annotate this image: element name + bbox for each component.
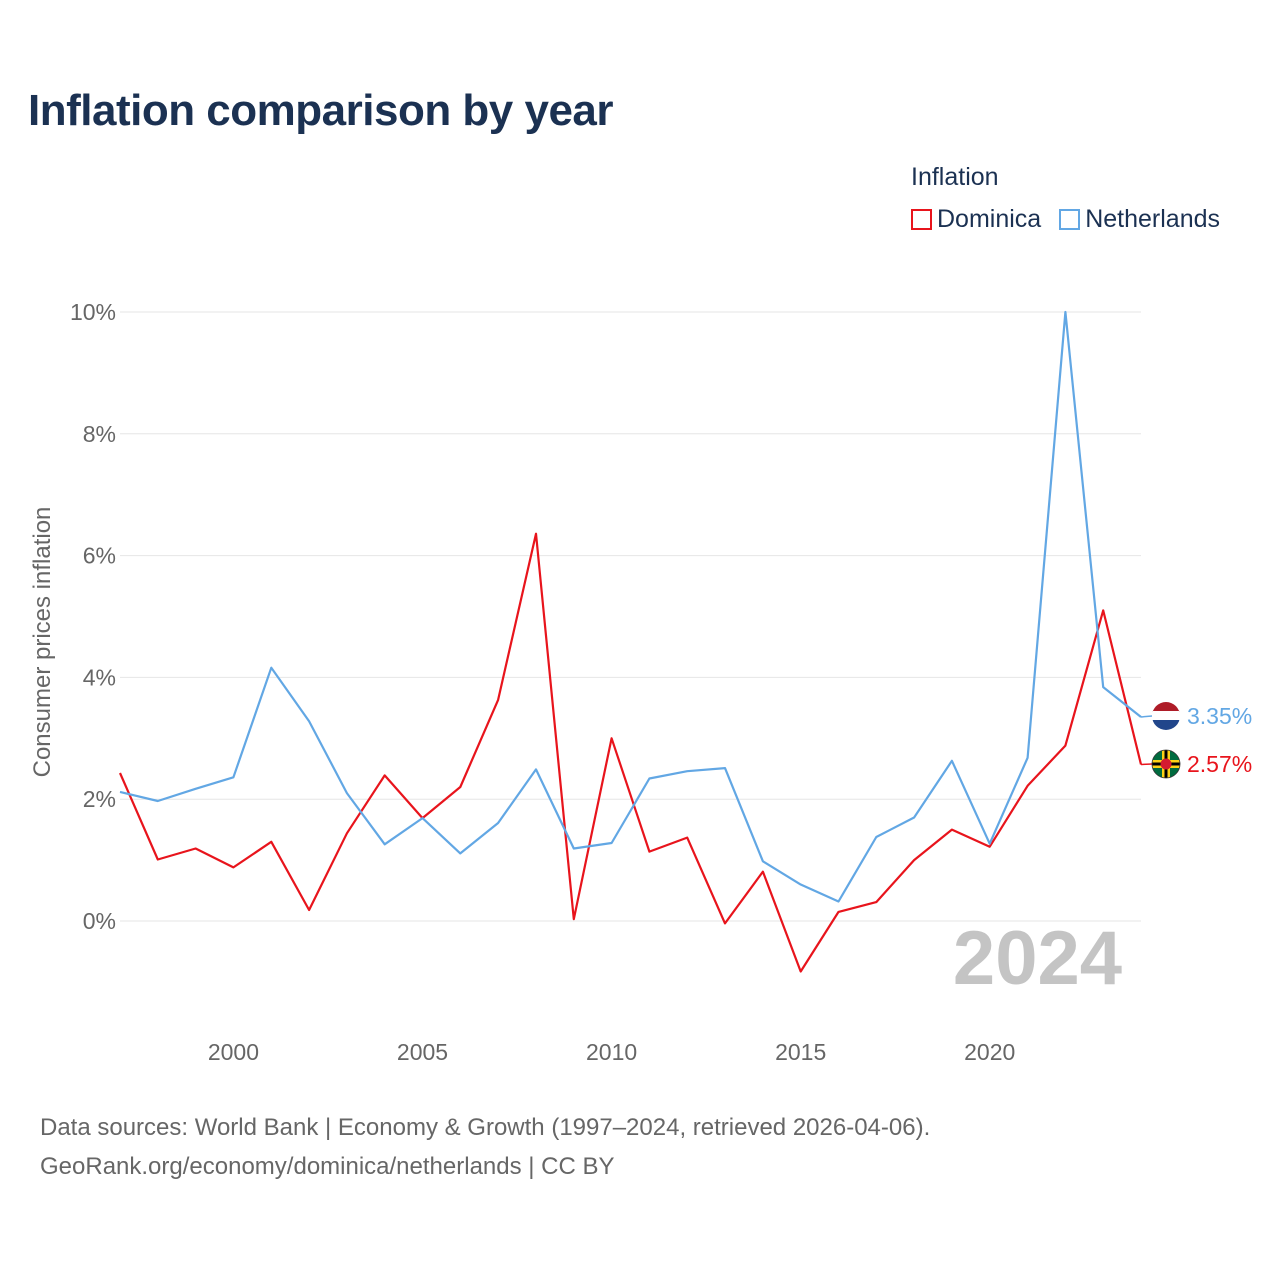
legend-item-netherlands[interactable]: Netherlands [1059, 205, 1220, 234]
y-tick-2: 2% [83, 786, 116, 812]
x-tick-2015: 2015 [775, 1039, 826, 1065]
flag-dm-border [1151, 749, 1181, 779]
legend-swatch-netherlands [1059, 209, 1081, 230]
end-label-dominica: 2.57% [1187, 751, 1252, 777]
flag-nl-blue [1152, 720, 1180, 730]
data-source-note: Data sources: World Bank | Economy & Gro… [40, 1108, 930, 1186]
source-line-2[interactable]: GeoRank.org/economy/dominica/netherlands… [40, 1153, 615, 1180]
x-tick-2000: 2000 [208, 1039, 259, 1065]
y-tick-8: 8% [83, 421, 116, 447]
legend-title: Inflation [911, 163, 999, 191]
flag-nl-red [1152, 702, 1180, 712]
y-axis-label: Consumer prices inflation [29, 507, 56, 778]
flag-dominica-icon [1152, 750, 1180, 778]
legend-item-dominica[interactable]: Dominica [911, 205, 1041, 234]
y-tick-6: 6% [83, 543, 116, 569]
x-tick-2010: 2010 [586, 1039, 637, 1065]
series-lines [118, 310, 1143, 973]
legend-label-netherlands: Netherlands [1085, 205, 1221, 233]
flag-dm-disc [1160, 758, 1172, 770]
flag-netherlands-icon [1152, 702, 1180, 730]
y-tick-0: 0% [83, 908, 116, 934]
y-tick-10: 10% [70, 299, 116, 325]
y-tick-labels: 0% 2% 4% 6% 8% 10% [70, 299, 116, 934]
y-tick-4: 4% [83, 664, 116, 690]
source-line-1: Data sources: World Bank | Economy & Gro… [40, 1114, 931, 1141]
line-chart: 0% 2% 4% 6% 8% 10% 2000 2005 2010 2015 2020 Consu… [29, 299, 1252, 1065]
series-line-netherlands [119, 310, 1142, 903]
chart-title: Inflation comparison by year [28, 86, 614, 135]
x-tick-2020: 2020 [964, 1039, 1015, 1065]
end-labels: 3.35% 2.57% [1140, 702, 1252, 779]
legend: Dominica Netherlands [911, 205, 1220, 234]
flag-nl-white [1152, 711, 1180, 721]
current-year-label: 2024 [953, 916, 1122, 1001]
legend-swatch-dominica [911, 209, 932, 230]
leader-netherlands [1140, 715, 1153, 718]
end-label-netherlands: 3.35% [1187, 703, 1252, 729]
x-tick-labels: 2000 2005 2010 2015 2020 [208, 1039, 1015, 1065]
series-line-dominica [118, 532, 1143, 973]
grid-lines [120, 311, 1141, 922]
x-tick-2005: 2005 [397, 1039, 448, 1065]
legend-label-dominica: Dominica [937, 205, 1042, 233]
